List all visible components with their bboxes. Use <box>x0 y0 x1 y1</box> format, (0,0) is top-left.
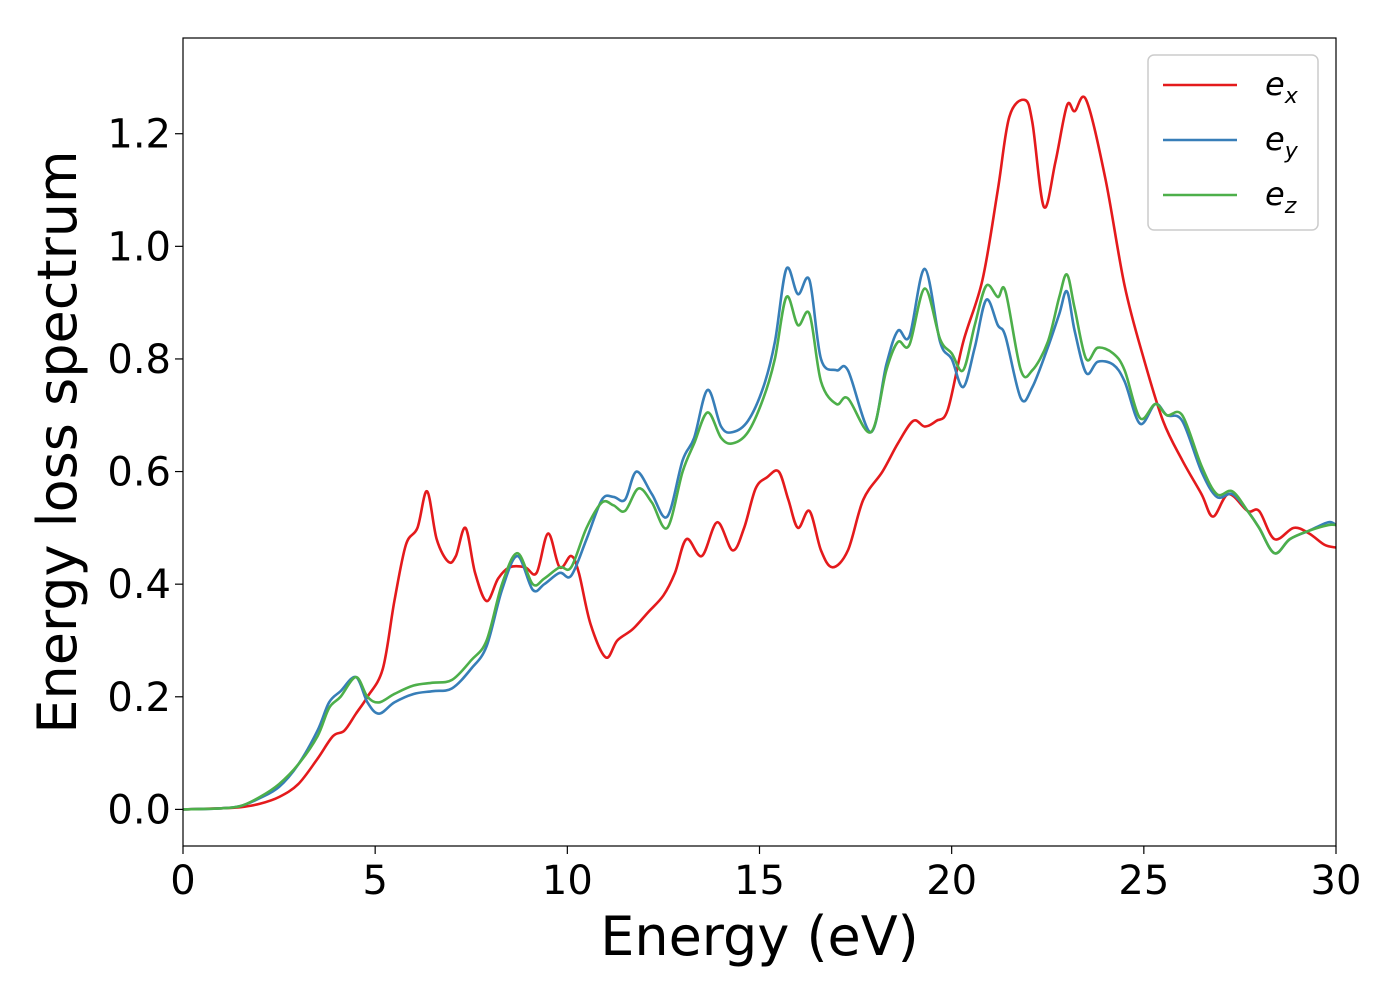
x-tick-label: 5 <box>362 858 387 904</box>
x-tick-label: 25 <box>1118 858 1169 904</box>
series-line-ez <box>183 273 1336 811</box>
x-tick-label: 15 <box>734 858 785 904</box>
y-tick-label: 0.6 <box>107 450 171 496</box>
y-tick-label: 1.2 <box>107 112 171 158</box>
y-tick-label: 0.4 <box>107 562 171 608</box>
x-tick-label: 20 <box>926 858 977 904</box>
legend-box <box>1147 54 1319 231</box>
x-tick-label: 30 <box>1311 858 1362 904</box>
series-line-ey <box>183 266 1336 811</box>
series-layer <box>183 95 1336 811</box>
x-axis-ticks: 0 5 10 15 20 25 30 <box>170 846 1361 904</box>
y-tick-label: 0.2 <box>107 675 171 721</box>
y-axis-title: Energy loss spectrum <box>26 150 89 733</box>
series-line-ex <box>183 95 1336 811</box>
x-tick-label: 10 <box>542 858 593 904</box>
y-axis-ticks: 0.0 0.2 0.4 0.6 0.8 1.0 1.2 <box>107 112 183 833</box>
y-tick-label: 0.8 <box>107 337 171 383</box>
legend-label-ez: ez <box>1265 175 1297 219</box>
y-tick-label: 0.0 <box>107 787 171 833</box>
x-axis-title: Energy (eV) <box>600 905 919 968</box>
y-tick-label: 1.0 <box>107 224 171 270</box>
x-tick-label: 0 <box>170 858 195 904</box>
